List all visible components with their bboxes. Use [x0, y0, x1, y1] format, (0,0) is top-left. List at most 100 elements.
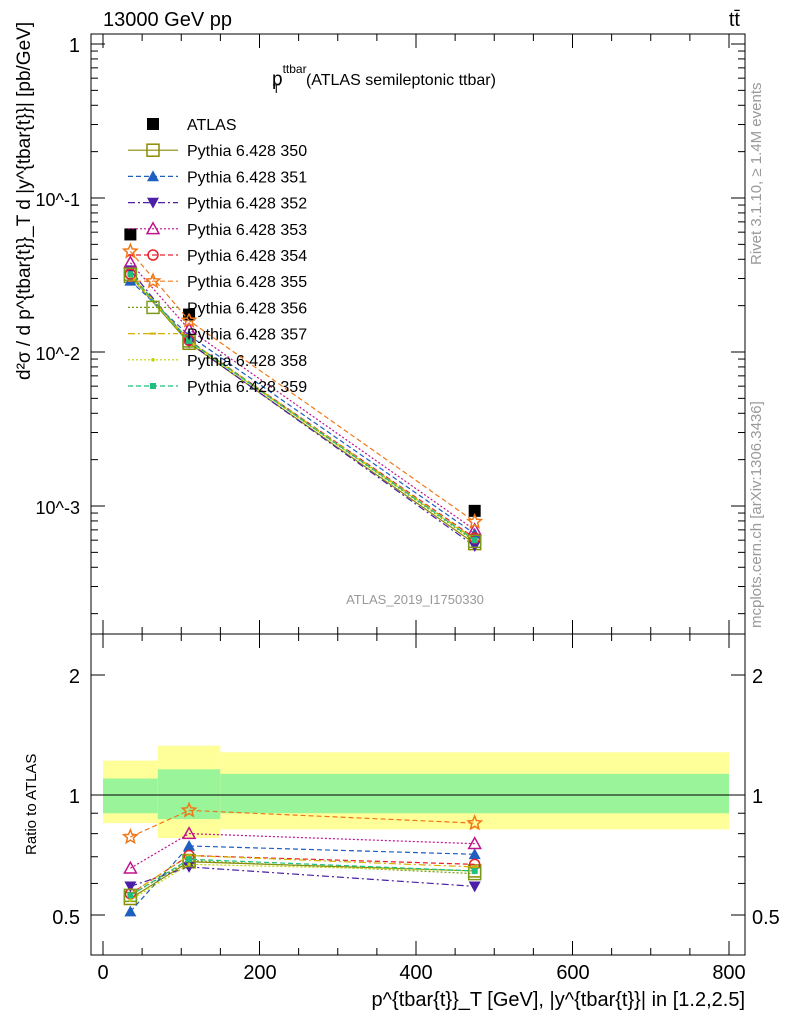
- data-series: [121, 228, 484, 917]
- legend-entry-355: Pythia 6.428 355: [128, 272, 307, 291]
- x-tick-label-0: 0: [97, 962, 108, 984]
- process-label: tt̄: [729, 9, 741, 31]
- legend-marker: [144, 272, 162, 289]
- data-point: [186, 337, 193, 344]
- data-point: [468, 504, 481, 517]
- analysis-id: ATLAS_2019_I1750330: [346, 592, 484, 607]
- x-axis-label: p^{tbar{t}}_T [GeV], |y^{tbar{t}}| in [1…: [372, 989, 746, 1011]
- data-point: [127, 271, 134, 278]
- axis-ticks: [91, 34, 745, 955]
- series-line: [130, 833, 475, 869]
- legend-marker: [147, 197, 159, 209]
- legend-marker: [147, 249, 159, 261]
- data-point: [467, 534, 482, 549]
- main-ylabel: d²σ / d p^{tbar{t}}_T d |y^{tbar{t}}| [p…: [14, 22, 35, 380]
- legend-entry-359: Pythia 6.428 359: [128, 379, 307, 396]
- plot-title-main: p: [272, 69, 283, 90]
- legend-entry-atlas: ATLAS: [147, 117, 237, 134]
- ratio-series-353: [123, 826, 482, 874]
- legend-entry-358: Pythia 6.428 358: [128, 353, 307, 370]
- plot-title: pttbar T (ATLAS semileptonic ttbar): [272, 62, 496, 96]
- ratio-tick-label-right-0.5: 0.5: [752, 907, 780, 929]
- x-tick-label-400: 400: [399, 962, 432, 984]
- legend-label: Pythia 6.428 351: [187, 169, 307, 186]
- series-line: [130, 809, 475, 838]
- main-tick-label-0.01: 10^-2: [36, 344, 80, 364]
- data-point: [180, 801, 198, 818]
- series-line: [129, 275, 476, 541]
- data-point: [121, 827, 139, 845]
- main-tick-label-1: 1: [69, 35, 80, 57]
- legend-entry-351: Pythia 6.428 351: [128, 169, 307, 186]
- x-tick-label-200: 200: [243, 962, 276, 984]
- side-rivet-label: Rivet 3.1.10, ≥ 1.4M events: [748, 83, 765, 266]
- inner-band: [220, 773, 729, 814]
- data-point: [124, 228, 137, 241]
- ratio-ylabel: Ratio to ATLAS: [23, 754, 40, 855]
- data-point: [181, 826, 197, 840]
- legend-marker: [145, 221, 161, 235]
- side-mcplots-label: mcplots.cern.ch [arXiv:1306.3436]: [748, 401, 765, 628]
- data-point: [128, 898, 133, 902]
- legend-entry-357: Pythia 6.428 357: [128, 327, 307, 344]
- data-point: [471, 537, 478, 544]
- legend-entry-353: Pythia 6.428 353: [128, 221, 307, 239]
- data-point: [467, 836, 482, 850]
- legend-label: Pythia 6.428 357: [187, 327, 307, 344]
- legend-marker: [150, 383, 156, 389]
- data-point: [123, 267, 138, 281]
- main-series-atlas: [124, 228, 481, 517]
- legend-label: Pythia 6.428 350: [187, 143, 307, 160]
- legend-label: Pythia 6.428 353: [187, 222, 307, 239]
- data-point: [124, 268, 137, 280]
- ratio-series-359: [127, 856, 478, 899]
- ratio-series-351: [124, 839, 481, 917]
- legend-marker: [146, 143, 160, 157]
- data-point: [182, 334, 196, 348]
- ratio-series-356: [123, 853, 482, 903]
- data-point: [124, 905, 137, 917]
- x-tick-label-800: 800: [712, 962, 745, 984]
- plot-title-sup: ttbar: [283, 62, 307, 76]
- x-tick-label-600: 600: [556, 962, 589, 984]
- legend-marker: [146, 300, 160, 315]
- data-point: [183, 839, 196, 851]
- legend-marker: [151, 358, 155, 362]
- legend-label: Pythia 6.428 359: [187, 379, 307, 396]
- legend-label: Pythia 6.428 354: [187, 248, 307, 265]
- ratio-series-352: [124, 862, 481, 893]
- legend-entry-352: Pythia 6.428 352: [128, 196, 307, 213]
- data-point: [127, 892, 134, 899]
- series-line: [129, 273, 476, 540]
- data-point: [466, 512, 484, 529]
- legend-marker: [147, 118, 159, 130]
- ratio-uncertainty-bands: [91, 745, 745, 839]
- plot-title-rest: (ATLAS semileptonic ttbar): [306, 72, 496, 89]
- legend: ATLAS Pythia 6.428 350 Pythia 6.428 351 Pyt…: [128, 117, 307, 396]
- data-point: [180, 311, 198, 328]
- data-point: [186, 856, 193, 863]
- series-line: [129, 845, 475, 912]
- data-point: [468, 848, 481, 860]
- legend-entry-350: Pythia 6.428 350: [128, 143, 307, 160]
- data-point: [183, 862, 196, 873]
- ratio-series-355: [121, 801, 484, 845]
- data-point: [471, 867, 478, 874]
- series-line: [129, 251, 476, 523]
- data-point: [468, 881, 481, 893]
- energy-label: 13000 GeV pp: [103, 9, 232, 31]
- data-point: [466, 814, 484, 831]
- data-point: [187, 862, 191, 867]
- main-tick-label-0.1: 10^-1: [36, 190, 80, 210]
- legend-label: Pythia 6.428 352: [187, 196, 307, 213]
- legend-entry-356: Pythia 6.428 356: [128, 300, 307, 317]
- ratio-tick-label-2: 2: [69, 666, 80, 688]
- legend-label: Pythia 6.428 358: [187, 353, 307, 370]
- ratio-tick-label-right-2: 2: [752, 666, 763, 688]
- legend-label: Pythia 6.428 356: [187, 300, 307, 317]
- series-line: [130, 861, 475, 900]
- legend-entry-354: Pythia 6.428 354: [128, 248, 307, 265]
- main-tick-label-0.001: 10^-3: [36, 498, 80, 518]
- data-point: [182, 853, 196, 868]
